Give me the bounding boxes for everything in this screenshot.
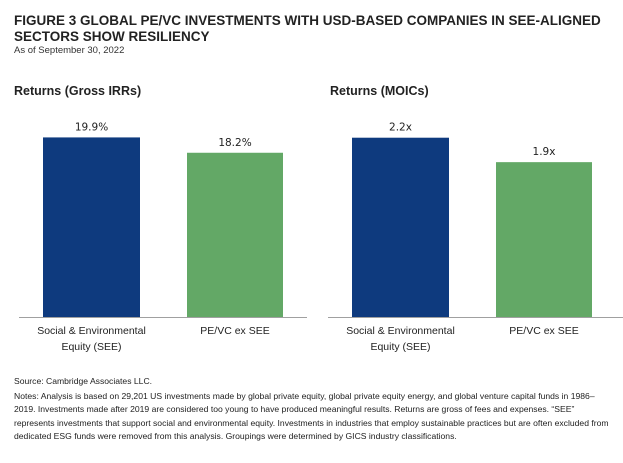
- bar-ex-see: [187, 152, 283, 317]
- charts-canvas: 19.9% Social & Environmental Equity (SEE) 1…: [19, 121, 623, 353]
- moic-chart: 2.2x Social & Environmental Equity (SEE) 1.…: [328, 122, 623, 353]
- category-label: Equity (SEE): [370, 341, 430, 353]
- category-label: PE/VC ex SEE: [509, 325, 578, 337]
- irr-chart: 19.9% Social & Environmental Equity (SEE) 1…: [19, 121, 307, 353]
- data-label: 19.9%: [75, 121, 108, 133]
- bar-ex-see: [496, 162, 592, 317]
- irr-chart-title: Returns (Gross IRRs): [14, 84, 142, 98]
- data-label: 1.9x: [533, 146, 556, 158]
- moic-chart-title: Returns (MOICs): [330, 84, 429, 98]
- notes-text: Notes: Analysis is based on 29,201 US in…: [14, 391, 609, 441]
- category-label: Social & Environmental: [346, 325, 455, 337]
- bar-see: [352, 137, 449, 317]
- category-label: PE/VC ex SEE: [200, 325, 269, 337]
- bar-see: [43, 137, 140, 317]
- figure-subtitle: As of September 30, 2022: [14, 45, 125, 56]
- category-label: Social & Environmental: [37, 325, 146, 337]
- data-label: 2.2x: [389, 122, 412, 134]
- data-label: 18.2%: [218, 137, 251, 149]
- source-note: Source: Cambridge Associates LLC.: [14, 376, 153, 386]
- category-label: Equity (SEE): [61, 341, 121, 353]
- figure-title: FIGURE 3 GLOBAL PE/VC INVESTMENTS WITH U…: [14, 13, 601, 44]
